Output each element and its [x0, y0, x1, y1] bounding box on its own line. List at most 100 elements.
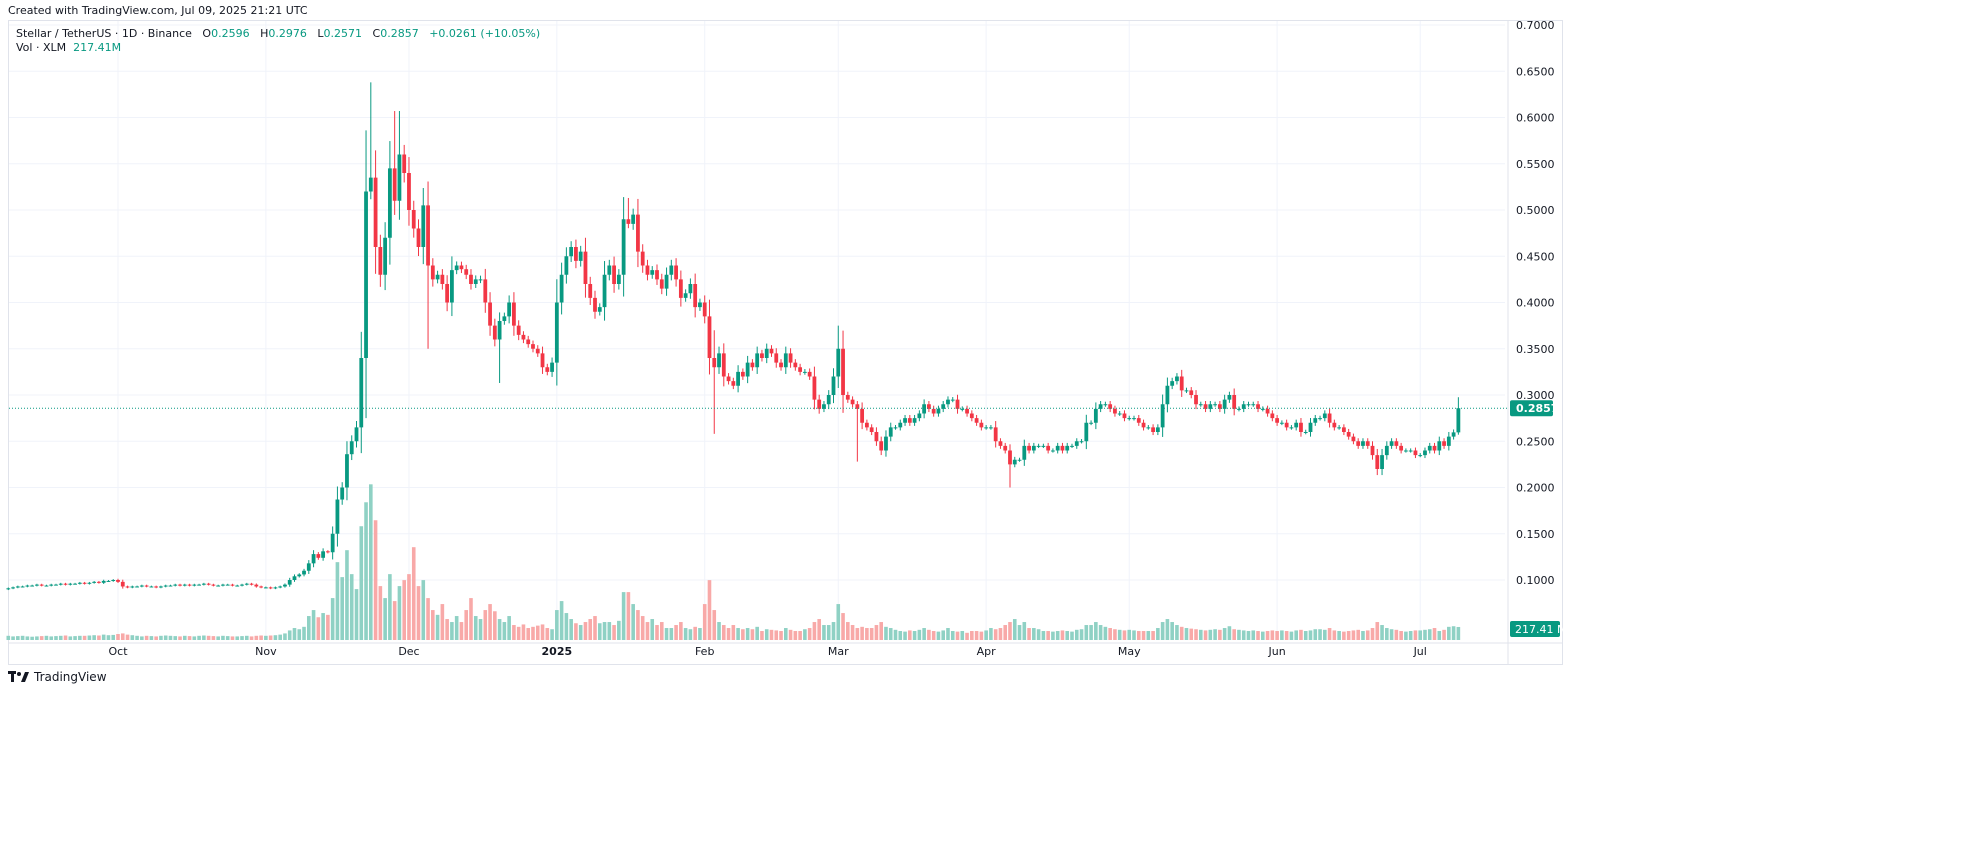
candle-down [879, 441, 884, 451]
volume-bar [1256, 631, 1260, 640]
candle-up [564, 256, 569, 275]
candle-down [707, 316, 712, 358]
price-axis-tick: 0.4500 [1516, 250, 1555, 263]
candle-down [1003, 445, 1008, 451]
candle-up [1155, 427, 1160, 432]
candle-up [1241, 404, 1246, 409]
volume-bar [855, 628, 860, 640]
tradingview-logo[interactable]: TradingView [8, 670, 107, 684]
candle-down [392, 168, 397, 201]
volume-bar [1313, 629, 1318, 640]
volume-bar [1122, 630, 1127, 640]
candle-up [354, 427, 359, 442]
price-axis-tick: 0.3000 [1516, 389, 1555, 402]
volume-bar [1294, 630, 1298, 640]
candle-up [1389, 441, 1394, 446]
candle-up [783, 353, 788, 368]
candle-up [941, 404, 946, 409]
close-value: 0.2857 [380, 27, 419, 40]
candle-down [39, 584, 44, 586]
candle-up [1308, 422, 1313, 432]
candle-up [306, 563, 311, 571]
volume-bar [679, 622, 683, 640]
volume-bar [1060, 630, 1065, 640]
volume-bar [378, 586, 383, 640]
candle-up [664, 274, 669, 289]
volume-bar [316, 617, 321, 640]
volume-bar [784, 628, 788, 640]
candle-down [187, 584, 192, 586]
volume-bar [1280, 630, 1284, 640]
volume-bar [846, 622, 850, 640]
volume-bar [531, 626, 535, 640]
volume-bar [812, 622, 817, 640]
candle-up [364, 191, 368, 358]
volume-bar [659, 622, 664, 640]
candle-up [221, 584, 225, 586]
candle-down [492, 325, 497, 340]
candle-down [907, 418, 912, 423]
volume-bar [1203, 630, 1208, 640]
volume-bar [421, 580, 426, 640]
candle-up [1337, 427, 1342, 429]
volume-bar [640, 616, 645, 640]
volume-bar [936, 631, 941, 640]
candle-down [1189, 390, 1194, 395]
candle-down [1275, 418, 1280, 423]
candle-up [497, 321, 502, 340]
volume-bar [407, 574, 411, 640]
candle-up [755, 353, 760, 368]
volume-bar [35, 636, 39, 640]
candle-up [717, 353, 721, 368]
candle-down [612, 265, 616, 284]
candle-down [750, 362, 755, 368]
time-axis-tick: Nov [255, 645, 277, 658]
volume-bar [1380, 625, 1384, 640]
close-label: C [372, 27, 381, 40]
volume-bar [1270, 630, 1275, 640]
candle-up [802, 371, 807, 373]
candle-up [1427, 445, 1432, 451]
candle-up [1418, 455, 1423, 457]
volume-label[interactable]: Vol · XLM [16, 41, 67, 54]
volume-bar [912, 631, 917, 640]
candle-up [1170, 381, 1175, 386]
volume-bar [354, 589, 359, 640]
price-axis-tick: 0.5500 [1516, 158, 1555, 171]
volume-bar [745, 628, 750, 640]
volume-bar [993, 629, 998, 640]
chart-frame[interactable] [8, 20, 1563, 665]
candle-up [1437, 441, 1442, 451]
candle-up [106, 580, 111, 582]
candle-up [989, 427, 993, 429]
candle-up [20, 586, 25, 588]
volume-bar [726, 628, 731, 640]
candle-up [297, 574, 302, 577]
volume-bar [998, 628, 1003, 640]
candle-down [1113, 408, 1117, 414]
volume-bar [435, 614, 440, 640]
volume-bar [559, 601, 564, 640]
volume-bar [73, 636, 77, 640]
candle-up [831, 376, 836, 395]
volume-bar [621, 592, 626, 640]
volume-bar [1160, 622, 1165, 640]
symbol-title[interactable]: Stellar / TetherUS · 1D · Binance [16, 27, 192, 40]
candle-up [345, 454, 349, 488]
candle-up [421, 205, 426, 247]
candle-up [6, 588, 11, 590]
volume-bar [1127, 629, 1132, 640]
volume-bar [760, 631, 764, 640]
volume-bar [1055, 631, 1060, 640]
candle-down [979, 422, 984, 428]
candle-up [1022, 445, 1027, 460]
time-axis-tick: May [1118, 645, 1141, 658]
volume-bar [292, 628, 297, 640]
volume-bar [946, 628, 950, 640]
candle-up [11, 587, 15, 589]
volume-bar [488, 604, 492, 640]
candle-down [788, 353, 793, 363]
volume-bar [636, 610, 640, 640]
candle-up [44, 585, 49, 587]
